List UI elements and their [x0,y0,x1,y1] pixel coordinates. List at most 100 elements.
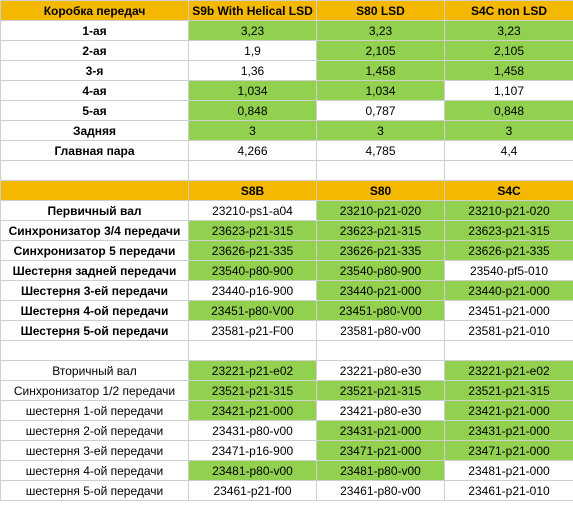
empty-cell[interactable] [188,160,317,181]
value-cell[interactable]: 0,848 [188,100,317,121]
value-cell[interactable]: 1,9 [188,40,317,61]
value-cell[interactable]: 3 [444,120,573,141]
value-cell[interactable]: 23481-p80-v00 [188,460,317,481]
value-cell[interactable]: 23521-p21-315 [316,380,445,401]
value-cell[interactable]: 23461-p80-v00 [316,480,445,501]
row-label-cell[interactable]: Синхронизатор 3/4 передачи [0,220,189,241]
value-cell[interactable]: 4,785 [316,140,445,161]
row-label-cell[interactable]: Синхронизатор 5 передачи [0,240,189,261]
row-label-cell[interactable]: Главная пара [0,140,189,161]
row-label-cell[interactable]: 1-ая [0,20,189,41]
header-cell[interactable]: Коробка передач [0,0,189,21]
row-label-cell[interactable]: 3-я [0,60,189,81]
value-cell[interactable]: 0,787 [316,100,445,121]
value-cell[interactable]: 4,4 [444,140,573,161]
header-cell[interactable]: S80 LSD [316,0,445,21]
row-label-cell[interactable]: шестерня 4-ой передачи [0,460,189,481]
value-cell[interactable]: 1,034 [188,80,317,101]
value-cell[interactable]: 23421-p21-000 [188,400,317,421]
header-cell[interactable]: S80 [316,180,445,201]
value-cell[interactable]: 23581-p80-v00 [316,320,445,341]
row-label-cell[interactable]: Вторичный вал [0,360,189,381]
value-cell[interactable]: 23626-p21-335 [444,240,573,261]
value-cell[interactable]: 23440-p21-000 [444,280,573,301]
row-label-cell[interactable]: шестерня 5-ой передачи [0,480,189,501]
value-cell[interactable]: 23431-p80-v00 [188,420,317,441]
row-label-cell[interactable]: Шестерня 4-ой передачи [0,300,189,321]
empty-cell[interactable] [0,340,189,361]
empty-cell[interactable] [444,160,573,181]
value-cell[interactable]: 1,458 [444,60,573,81]
value-cell[interactable]: 23221-p80-e30 [316,360,445,381]
value-cell[interactable]: 3 [188,120,317,141]
row-label-cell[interactable]: шестерня 3-ей передачи [0,440,189,461]
header-cell[interactable]: S4C [444,180,573,201]
row-label-cell[interactable]: Задняя [0,120,189,141]
value-cell[interactable]: 2,105 [444,40,573,61]
value-cell[interactable]: 23461-p21-010 [444,480,573,501]
value-cell[interactable]: 23581-p21-F00 [188,320,317,341]
value-cell[interactable]: 23471-p21-000 [444,440,573,461]
value-cell[interactable]: 23451-p80-V00 [316,300,445,321]
row-label-cell[interactable]: 5-ая [0,100,189,121]
value-cell[interactable]: 23440-p16-900 [188,280,317,301]
value-cell[interactable]: 23221-p21-e02 [188,360,317,381]
row-label-cell[interactable]: шестерня 1-ой передачи [0,400,189,421]
value-cell[interactable]: 23623-p21-315 [188,220,317,241]
value-cell[interactable]: 1,458 [316,60,445,81]
value-cell[interactable]: 23540-p80-900 [188,260,317,281]
value-cell[interactable]: 3 [316,120,445,141]
value-cell[interactable]: 23461-p21-f00 [188,480,317,501]
value-cell[interactable]: 23481-p21-000 [444,460,573,481]
row-label-cell[interactable]: Синхронизатор 1/2 передачи [0,380,189,401]
value-cell[interactable]: 1,36 [188,60,317,81]
value-cell[interactable]: 1,034 [316,80,445,101]
value-cell[interactable]: 23471-p21-000 [316,440,445,461]
row-label-cell[interactable]: Шестерня задней передачи [0,260,189,281]
value-cell[interactable]: 23540-p80-900 [316,260,445,281]
value-cell[interactable]: 23431-p21-000 [316,420,445,441]
row-label-cell[interactable]: Первичный вал [0,200,189,221]
value-cell[interactable]: 23221-p21-e02 [444,360,573,381]
row-label-cell[interactable]: Шестерня 3-ей передачи [0,280,189,301]
value-cell[interactable]: 23521-p21-315 [188,380,317,401]
header-cell[interactable]: S8B [188,180,317,201]
value-cell[interactable]: 23210-p21-020 [444,200,573,221]
header-cell[interactable]: S4C non LSD [444,0,573,21]
value-cell[interactable]: 2,105 [316,40,445,61]
value-cell[interactable]: 3,23 [316,20,445,41]
value-cell[interactable]: 23581-p21-010 [444,320,573,341]
value-cell[interactable]: 0,848 [444,100,573,121]
value-cell[interactable]: 23626-p21-335 [316,240,445,261]
value-cell[interactable]: 23471-p16-900 [188,440,317,461]
value-cell[interactable]: 23210-p21-020 [316,200,445,221]
row-label-cell[interactable]: 2-ая [0,40,189,61]
value-cell[interactable]: 23623-p21-315 [316,220,445,241]
value-cell[interactable]: 23440-p21-000 [316,280,445,301]
empty-cell[interactable] [444,340,573,361]
value-cell[interactable]: 3,23 [444,20,573,41]
value-cell[interactable]: 23421-p21-000 [444,400,573,421]
value-cell[interactable]: 23210-ps1-a04 [188,200,317,221]
empty-cell[interactable] [188,340,317,361]
value-cell[interactable]: 4,266 [188,140,317,161]
value-cell[interactable]: 3,23 [188,20,317,41]
empty-cell[interactable] [316,340,445,361]
value-cell[interactable]: 23540-pf5-010 [444,260,573,281]
value-cell[interactable]: 23521-p21-315 [444,380,573,401]
value-cell[interactable]: 23451-p80-V00 [188,300,317,321]
value-cell[interactable]: 1,107 [444,80,573,101]
row-label-cell[interactable]: 4-ая [0,80,189,101]
row-label-cell[interactable]: Шестерня 5-ой передачи [0,320,189,341]
empty-cell[interactable] [0,160,189,181]
header-cell[interactable] [0,180,189,201]
value-cell[interactable]: 23431-p21-000 [444,420,573,441]
value-cell[interactable]: 23481-p80-v00 [316,460,445,481]
header-cell[interactable]: S9b With Helical LSD [188,0,317,21]
value-cell[interactable]: 23451-p21-000 [444,300,573,321]
value-cell[interactable]: 23626-p21-335 [188,240,317,261]
row-label-cell[interactable]: шестерня 2-ой передачи [0,420,189,441]
value-cell[interactable]: 23421-p80-e30 [316,400,445,421]
value-cell[interactable]: 23623-p21-315 [444,220,573,241]
empty-cell[interactable] [316,160,445,181]
